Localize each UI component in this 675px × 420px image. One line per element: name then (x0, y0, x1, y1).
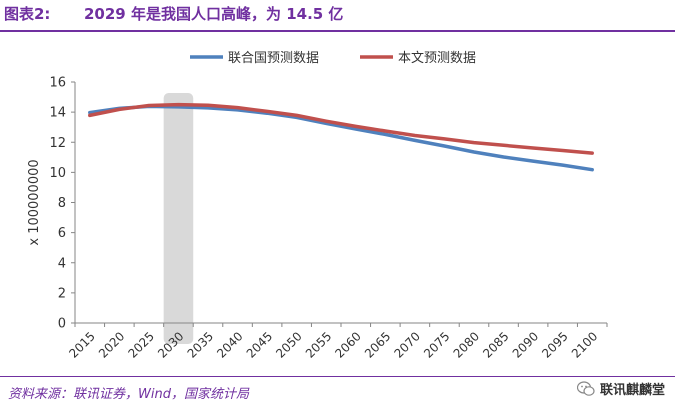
x-tick-label: 2080 (451, 329, 482, 360)
brand-watermark: 联讯麒麟堂 (576, 379, 665, 398)
x-tick-label: 2055 (303, 329, 334, 360)
highlight-band (163, 93, 194, 344)
series-line-1 (88, 104, 594, 172)
y-tick-label: 8 (58, 196, 66, 211)
x-tick-label: 2075 (421, 329, 452, 360)
y-tick-label: 12 (49, 136, 66, 151)
legend-label-2: 本文预测数据 (398, 51, 476, 66)
y-tick-label: 2 (58, 286, 66, 301)
x-tick-label: 2070 (392, 329, 423, 360)
x-tick-label: 2040 (214, 329, 245, 360)
x-tick-label: 2020 (96, 329, 127, 360)
title-bar: 图表2: 2029 年是我国人口高峰，为 14.5 亿 (0, 0, 675, 32)
y-tick-label: 14 (49, 106, 66, 121)
y-tick-label: 0 (58, 317, 66, 332)
brand-name: 联讯麒麟堂 (599, 383, 665, 398)
wechat-icon (576, 380, 595, 396)
chart-title: 2029 年是我国人口高峰，为 14.5 亿 (84, 5, 344, 23)
x-tick-label: 2085 (480, 329, 511, 360)
y-tick-label: 4 (58, 256, 66, 271)
legend-label-1: 联合国预测数据 (228, 51, 319, 66)
x-tick-label: 2095 (539, 329, 570, 360)
x-tick-label: 2015 (66, 329, 97, 360)
y-axis-label: x 100000000 (27, 159, 42, 245)
x-tick-label: 2050 (273, 329, 304, 360)
y-tick-label: 16 (49, 76, 66, 91)
x-tick-label: 2045 (244, 329, 275, 360)
y-tick-label: 10 (49, 166, 66, 181)
figure-label: 图表2: (4, 5, 51, 23)
x-tick-label: 2065 (362, 329, 393, 360)
y-tick-label: 6 (58, 226, 66, 241)
x-tick-label: 2090 (510, 329, 541, 360)
x-tick-label: 2025 (126, 329, 157, 360)
x-tick-label: 2100 (569, 329, 600, 360)
x-tick-label: 2060 (332, 329, 363, 360)
series-line-2 (88, 102, 594, 155)
footer-divider (0, 376, 675, 377)
source-note: 资料来源：联讯证券，Wind，国家统计局 (8, 387, 249, 402)
population-line-chart: 0246810121416201520202025203020352040204… (27, 51, 608, 361)
